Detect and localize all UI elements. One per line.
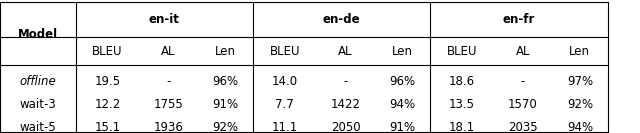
Text: AL: AL [161, 45, 175, 58]
Text: -: - [521, 75, 525, 88]
Text: en-it: en-it [148, 13, 180, 26]
Text: 1755: 1755 [154, 98, 183, 111]
Text: BLEU: BLEU [92, 45, 123, 58]
Text: 15.1: 15.1 [95, 121, 120, 133]
Text: Len: Len [214, 45, 236, 58]
Text: 97%: 97% [567, 75, 593, 88]
Text: 18.1: 18.1 [449, 121, 475, 133]
Text: Model: Model [18, 28, 58, 41]
Text: 19.5: 19.5 [95, 75, 120, 88]
Text: wait-5: wait-5 [19, 121, 56, 133]
Text: AL: AL [516, 45, 530, 58]
Text: Len: Len [392, 45, 413, 58]
Text: -: - [344, 75, 348, 88]
Text: Len: Len [570, 45, 590, 58]
Text: 2050: 2050 [331, 121, 360, 133]
Text: -: - [166, 75, 170, 88]
Text: 1936: 1936 [154, 121, 183, 133]
Text: 12.2: 12.2 [94, 98, 121, 111]
Text: BLEU: BLEU [269, 45, 300, 58]
Text: 1422: 1422 [331, 98, 360, 111]
Text: 96%: 96% [212, 75, 238, 88]
Text: 92%: 92% [567, 98, 593, 111]
Text: wait-3: wait-3 [19, 98, 56, 111]
Text: en-de: en-de [323, 13, 360, 26]
Text: en-fr: en-fr [503, 13, 535, 26]
Text: AL: AL [339, 45, 353, 58]
Text: 18.6: 18.6 [449, 75, 475, 88]
Text: 96%: 96% [389, 75, 415, 88]
Text: 11.1: 11.1 [271, 121, 298, 133]
Text: 1570: 1570 [508, 98, 538, 111]
Text: 13.5: 13.5 [449, 98, 475, 111]
Text: 2035: 2035 [508, 121, 538, 133]
Text: 7.7: 7.7 [275, 98, 294, 111]
Text: 92%: 92% [212, 121, 238, 133]
Text: 94%: 94% [567, 121, 593, 133]
Text: offline: offline [19, 75, 56, 88]
Text: 91%: 91% [389, 121, 415, 133]
Text: 91%: 91% [212, 98, 238, 111]
Text: 94%: 94% [389, 98, 415, 111]
Text: BLEU: BLEU [447, 45, 477, 58]
Text: 14.0: 14.0 [272, 75, 298, 88]
